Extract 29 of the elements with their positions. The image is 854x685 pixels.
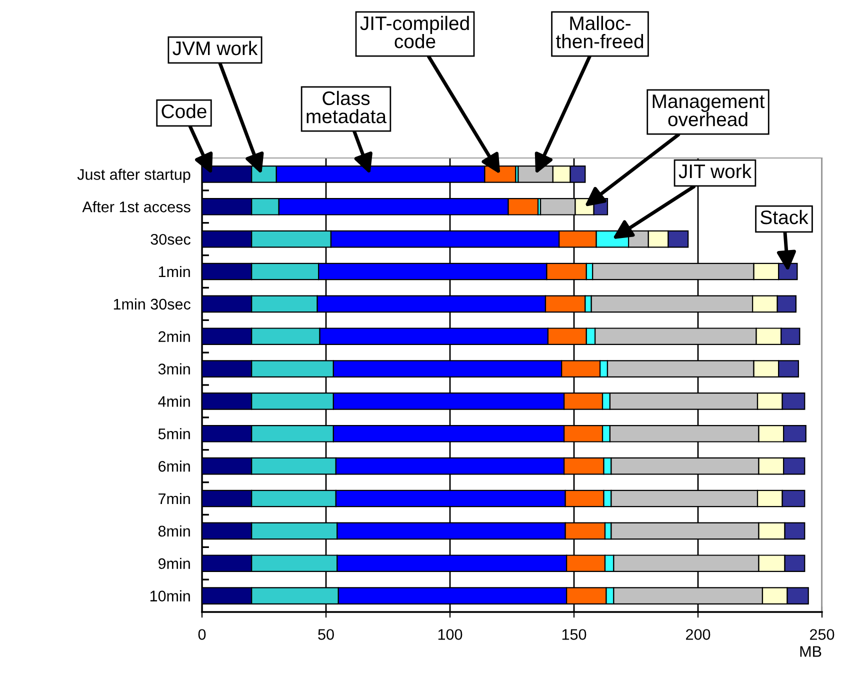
y-tick-label: 6min [158,460,190,472]
x-tick-label: 0 [198,629,206,640]
text: Stack [760,210,808,224]
x-tick-label: 250 [810,629,834,640]
x-tick-label: 150 [562,629,586,640]
y-tick-label: 4min [158,396,190,407]
x-axis-title: MB [800,646,822,657]
text: Malloc- then-freed [556,16,644,48]
text: JVM work [172,40,258,56]
y-tick-label: 9min [158,558,190,570]
y-tick-label: 8min [158,525,190,537]
y-tick-label: After 1st access [82,201,190,212]
y-tick-label: Just after startup [77,168,190,183]
x-tick-label: 200 [686,629,710,640]
y-tick-label: 7min [158,492,190,504]
y-tick-label: 5min [158,428,190,440]
x-tick-label: 100 [438,629,462,640]
text: Class metadata [306,90,387,124]
y-tick-label: 30sec [150,234,190,245]
text: Management overhead [652,94,765,126]
y-tick-label: 2min [158,330,190,342]
y-tick-label: 3min [158,363,190,374]
x-tick-label: 50 [318,629,334,640]
y-tick-label: 1min 30sec [114,298,190,310]
text: Code [162,104,206,118]
y-tick-label: 1min [158,266,190,278]
y-tick-label: 10min [150,590,190,602]
text: JIT work [678,164,752,178]
text: JIT-compiled code [360,16,469,48]
